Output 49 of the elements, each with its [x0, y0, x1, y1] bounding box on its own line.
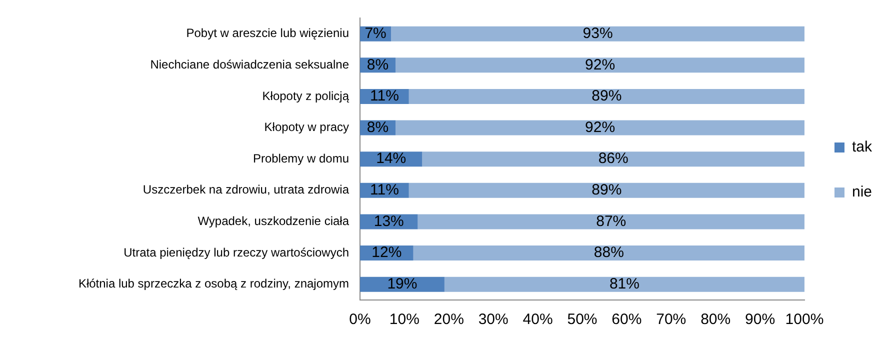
- data-label: 11%: [370, 182, 399, 199]
- data-label: 92%: [585, 118, 616, 136]
- data-label: 92%: [585, 56, 616, 74]
- x-tick-label: 30%: [478, 311, 508, 328]
- x-tick-label: 70%: [656, 311, 686, 328]
- bar: [408, 182, 804, 198]
- bar: [408, 88, 804, 104]
- y-tick-label: Kłopoty z policją: [262, 88, 350, 103]
- x-tick-label: 90%: [745, 311, 776, 328]
- data-label: 86%: [598, 150, 628, 168]
- data-label: 12%: [372, 244, 402, 262]
- bar: [422, 152, 804, 167]
- y-tick-label: Kłopoty w pracy: [264, 120, 349, 134]
- bar: [444, 276, 804, 292]
- x-tick-label: 50%: [567, 311, 598, 328]
- y-tick-label: Kłótnia lub sprzeczka z osobą z rodziny, znajomym: [78, 276, 350, 291]
- data-label: 7%: [364, 24, 386, 42]
- data-label: 8%: [366, 118, 389, 136]
- x-tick-label: 80%: [700, 311, 731, 328]
- bar: [413, 246, 804, 261]
- y-tick-label: Pobyt w areszcie lub więzieniu: [186, 26, 349, 40]
- x-tick-label: 60%: [612, 311, 642, 328]
- data-label: 14%: [376, 150, 406, 168]
- bar: [396, 120, 804, 136]
- bar: [391, 26, 804, 42]
- data-label: 93%: [582, 24, 613, 42]
- x-tick-label: 40%: [522, 311, 553, 328]
- legend-label: nie: [852, 184, 872, 201]
- x-tick-label: 100%: [785, 311, 824, 328]
- bar: [418, 214, 804, 230]
- bar: [396, 58, 804, 73]
- x-tick-label: 20%: [434, 311, 464, 328]
- data-label: 13%: [374, 212, 404, 230]
- data-label: 89%: [592, 88, 622, 105]
- data-label: 19%: [387, 275, 418, 292]
- y-tick-label: Uszczerbek na zdrowiu, utrata zdrowia: [142, 182, 350, 197]
- data-label: 11%: [370, 88, 399, 105]
- data-label: 89%: [592, 182, 622, 199]
- x-tick-label: 10%: [389, 311, 420, 328]
- y-tick-label: Niechciane doświadczenia seksualne: [150, 57, 350, 72]
- data-label: 8%: [366, 56, 389, 74]
- data-label: 88%: [594, 244, 624, 262]
- data-label: 81%: [609, 275, 640, 292]
- y-tick-label: Problemy w domu: [252, 151, 349, 166]
- legend-label: tak: [852, 138, 872, 156]
- y-tick-label: Wypadek, uszkodzenie ciała: [198, 214, 350, 228]
- y-tick-label: Utrata pieniędzy lub rzeczy wartościowych: [124, 245, 349, 260]
- x-tick-label: 0%: [349, 311, 371, 328]
- data-label: 87%: [596, 212, 626, 230]
